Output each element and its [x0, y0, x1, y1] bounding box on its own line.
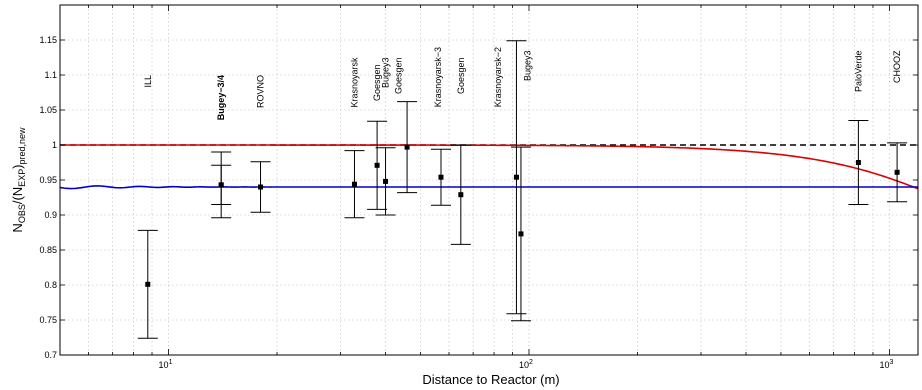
data-point — [430, 148, 451, 206]
x-tick-label-exp: 2 — [529, 359, 533, 366]
experiment-label: Goesgen — [372, 65, 382, 102]
experiment-label: ILL — [143, 75, 153, 88]
y-axis-title-close: ) — [10, 164, 25, 168]
y-tick-label: 1 — [52, 140, 57, 150]
experiment-label: Bugey3 — [381, 58, 391, 89]
experiment-label: ROVNO — [256, 75, 266, 108]
point-marker — [351, 181, 357, 187]
point-marker — [894, 169, 900, 175]
y-tick-label: 0.9 — [44, 210, 57, 220]
y-tick-label: 0.7 — [44, 350, 57, 360]
x-tick-label-exp: 3 — [890, 359, 894, 366]
x-tick-label: 102 — [519, 359, 533, 370]
point-marker — [518, 231, 524, 237]
experiment-label: Goesgen — [456, 58, 466, 95]
grid-layer — [59, 5, 918, 355]
curves-layer — [59, 144, 919, 190]
x-tick-label-base: 10 — [519, 360, 529, 370]
point-marker — [458, 192, 464, 198]
experiment-label: Krasnoyarsk−2 — [493, 47, 503, 107]
point-marker — [374, 162, 380, 168]
y-tick-label: 0.75 — [39, 315, 57, 325]
y-tick-label: 1.05 — [39, 105, 57, 115]
point-marker — [383, 178, 389, 184]
experiment-label: Goesgen — [394, 58, 404, 95]
data-point — [250, 161, 271, 213]
points-layer — [137, 40, 908, 339]
experiment-label: Bugey−3/4 — [216, 75, 226, 120]
y-axis-title-sub3: pred,new — [17, 127, 27, 165]
plot-frame — [59, 4, 919, 356]
data-point — [397, 101, 418, 194]
x-tick-label: 103 — [879, 359, 893, 370]
point-marker — [258, 184, 264, 190]
data-point — [450, 144, 471, 245]
data-point — [506, 40, 527, 315]
three-neutrino-curve — [60, 144, 919, 190]
data-point — [848, 120, 869, 205]
experiment-label: Krasnoyarsk−3 — [433, 47, 443, 107]
point-marker — [145, 281, 151, 287]
experiment-label: CHOOZ — [892, 50, 902, 83]
point-marker — [513, 174, 519, 180]
y-axis-title-sub2: EXP — [17, 169, 27, 187]
data-point — [137, 229, 158, 339]
y-axis-title-sub1: OBS — [17, 204, 27, 223]
y-tick-label: 1.1 — [44, 70, 57, 80]
experiment-label: Bugey3 — [522, 51, 532, 82]
data-point — [510, 146, 531, 322]
data-point — [887, 142, 908, 203]
experiment-label: Krasnoyarsk — [349, 57, 359, 108]
y-axis-title: NOBS/(NEXP)pred,new — [10, 127, 27, 233]
point-marker — [218, 182, 224, 188]
point-marker — [855, 160, 861, 165]
experiment-label: PaloVerde — [853, 51, 863, 93]
y-tick-label: 0.95 — [39, 175, 57, 185]
fast-oscillation-curve — [59, 185, 918, 190]
y-tick-label: 0.8 — [44, 280, 57, 290]
x-tick-label-base: 10 — [879, 360, 889, 370]
y-tick-label: 0.85 — [39, 245, 57, 255]
x-tick-label-base: 10 — [159, 360, 169, 370]
point-marker — [404, 144, 410, 150]
y-axis-title-mid: /(N — [10, 187, 25, 204]
y-tick-label: 1.15 — [39, 35, 57, 45]
x-axis-title: Distance to Reactor (m) — [422, 372, 559, 387]
labels-layer: ILL Bugey−3/4 ROVNO Krasnoyarsk GoesgenBugey… — [143, 47, 902, 120]
x-tick-label: 101 — [159, 359, 173, 370]
x-tick-label-exp: 1 — [169, 359, 173, 366]
data-point — [367, 120, 388, 210]
point-marker — [438, 174, 444, 180]
data-point — [344, 150, 365, 219]
data-point — [375, 147, 396, 216]
data-point — [211, 151, 232, 219]
y-axis-title-main: N — [10, 223, 25, 232]
